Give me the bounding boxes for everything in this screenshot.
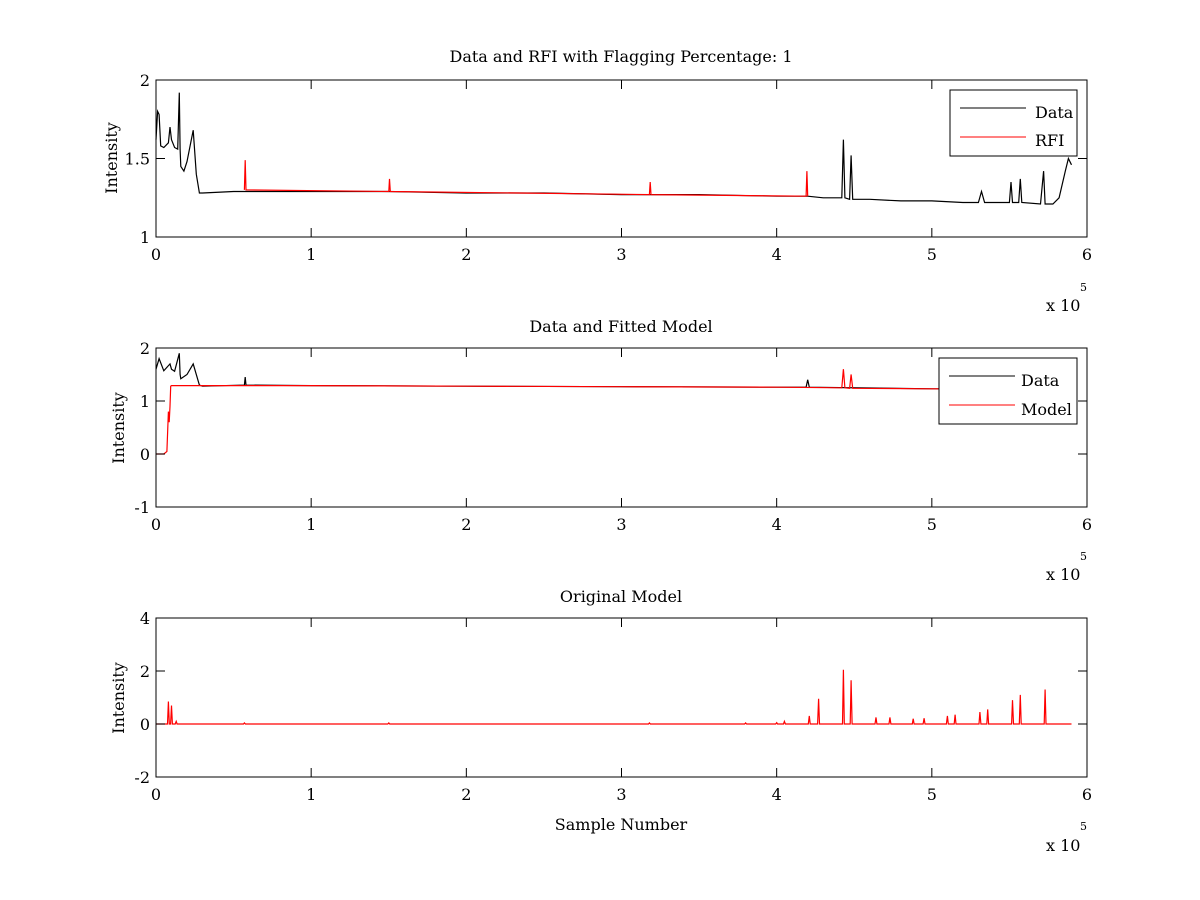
panel-3-x-tick-label: 1 <box>306 785 316 804</box>
panel-2-legend-box <box>938 357 1078 425</box>
panel-3-y-ticks: -2 0 2 4 <box>134 609 1087 787</box>
panel-3-y-tick-label: -2 <box>134 768 150 787</box>
panel-2-x-exponent-base: x 10 <box>1046 565 1080 584</box>
panel-2-y-ticks: -1 0 1 2 <box>134 339 1087 517</box>
panel-1-legend-label-data: Data <box>1035 103 1074 122</box>
panel-2-x-tick-label: 0 <box>151 515 161 534</box>
panel-1-x-exponent-power: 5 <box>1080 281 1087 294</box>
panel-2-series-model-line <box>156 369 1072 455</box>
panel-3-x-exponent-power: 5 <box>1080 820 1087 833</box>
panel-2-title: Data and Fitted Model <box>529 317 712 336</box>
panel-3-x-tick-label: 3 <box>616 785 626 804</box>
panel-1-x-tick-label: 5 <box>927 245 937 264</box>
panel-3-series <box>156 669 1072 725</box>
panel-3-x-tick-label: 6 <box>1082 785 1092 804</box>
panel-2-legend: Data Model <box>938 357 1078 425</box>
panel-1-y-tick-label: 1.5 <box>125 150 150 169</box>
panel-3-x-ticks: 0 1 2 3 4 5 6 <box>151 618 1092 804</box>
panel-3-x-tick-label: 4 <box>772 785 782 804</box>
panel-1-legend-label-rfi: RFI <box>1035 131 1064 150</box>
panel-1-x-ticks: 0 1 2 3 4 5 6 <box>151 80 1092 264</box>
panel-2-y-axis-label: Intensity <box>109 392 128 464</box>
panel-2-y-tick-label: 2 <box>140 339 150 358</box>
panel-1-x-tick-label: 4 <box>772 245 782 264</box>
panel-3-x-tick-label: 2 <box>461 785 471 804</box>
panel-1-y-axis-label: Intensity <box>102 122 121 194</box>
panel-2-y-tick-label: 1 <box>140 392 150 411</box>
panel-2-y-tick-label: 0 <box>140 445 150 464</box>
panel-2-x-tick-label: 3 <box>616 515 626 534</box>
panel-1-x-tick-label: 2 <box>461 245 471 264</box>
panel-3-x-exponent: x 10 <box>1046 836 1080 855</box>
panel-2-x-tick-label: 5 <box>927 515 937 534</box>
panel-1-x-tick-label: 3 <box>616 245 626 264</box>
panel-3-title: Original Model <box>560 587 682 606</box>
panel-3-y-tick-label: 2 <box>140 662 150 681</box>
panel-2-x-tick-label: 2 <box>461 515 471 534</box>
panel-1-x-exponent-base: x 10 <box>1046 296 1080 315</box>
panel-1-title: Data and RFI with Flagging Percentage: 1 <box>449 47 792 66</box>
panel-1-x-tick-label: 0 <box>151 245 161 264</box>
panel-2-x-tick-label: 1 <box>306 515 316 534</box>
panel-1-x-exponent: x 10 <box>1046 296 1080 315</box>
panel-2-y-tick-label: -1 <box>134 498 150 517</box>
panel-3-x-axis-label: Sample Number <box>555 815 688 834</box>
panel-1-series-rfi-line <box>243 160 809 197</box>
panel-2-x-exponent: x 10 <box>1046 565 1080 584</box>
panel-1-series-data-line <box>155 92 1073 205</box>
panel-3-y-axis-label: Intensity <box>109 662 128 734</box>
panel-1-y-tick-label: 2 <box>140 71 150 90</box>
panel-2-series <box>155 353 1072 455</box>
panel-3-x-exponent-base: x 10 <box>1046 836 1080 855</box>
panel-3-y-tick-label: 0 <box>140 715 150 734</box>
panel-2-x-tick-label: 4 <box>772 515 782 534</box>
panel-1-y-ticks: 11.52 <box>125 71 1087 247</box>
panel-2-x-exponent-power: 5 <box>1080 550 1087 563</box>
panel-1-series <box>155 92 1073 205</box>
panel-1-x-tick-label: 6 <box>1082 245 1092 264</box>
panel-2-legend-label-model: Model <box>1021 400 1072 419</box>
panel-1-legend: Data RFI <box>949 89 1078 157</box>
panel-1-legend-box <box>949 89 1078 157</box>
panel-2-legend-label-data: Data <box>1021 371 1060 390</box>
panel-3-series-series-line <box>156 669 1072 725</box>
panel-1-x-tick-label: 1 <box>306 245 316 264</box>
panel-3-y-tick-label: 4 <box>140 609 150 628</box>
panel-1: Data and RFI with Flagging Percentage: 1… <box>102 47 1092 315</box>
panel-2-x-ticks: 0 1 2 3 4 5 6 <box>151 348 1092 534</box>
panel-3-x-tick-label: 0 <box>151 785 161 804</box>
panel-2-x-tick-label: 6 <box>1082 515 1092 534</box>
panel-3-x-tick-label: 5 <box>927 785 937 804</box>
panel-1-y-tick-label: 1 <box>140 228 150 247</box>
